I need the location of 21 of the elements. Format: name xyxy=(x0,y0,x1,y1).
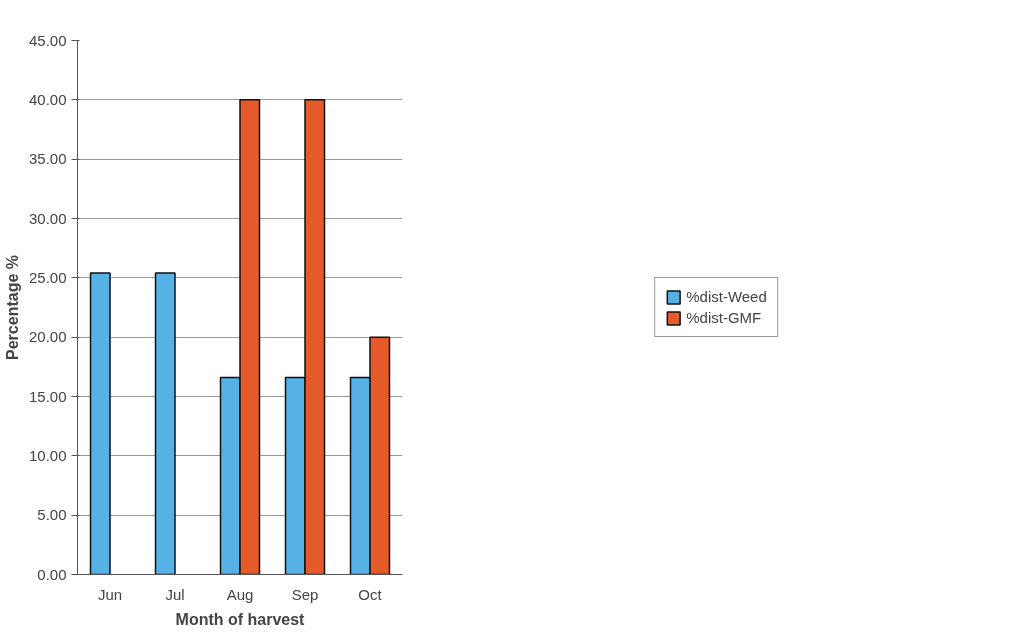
x-tick-label: Jun xyxy=(97,585,123,603)
legend-label: %dist-Weed xyxy=(686,288,767,305)
y-tick-label: 45.00 xyxy=(28,31,67,49)
y-tick-label: 5.00 xyxy=(37,506,67,524)
y-tick-label: 15.00 xyxy=(28,387,67,405)
bar xyxy=(89,272,111,575)
y-tick-label: 25.00 xyxy=(28,268,67,286)
x-tick-label: Oct xyxy=(358,585,383,603)
y-tick-label: 10.00 xyxy=(28,446,67,464)
y-tick-label: 20.00 xyxy=(28,328,67,346)
y-axis-title: Percentage % xyxy=(3,255,21,360)
y-tick-label: 30.00 xyxy=(28,209,67,227)
y-tick-label: 0.00 xyxy=(37,565,67,583)
y-tick-label: 40.00 xyxy=(28,90,67,108)
x-tick-label: Jul xyxy=(165,585,185,603)
legend-label: %dist-GMF xyxy=(686,309,762,326)
bar xyxy=(154,272,176,575)
x-tick-label: Sep xyxy=(291,585,319,603)
x-axis-title: Month of harvest xyxy=(175,610,306,628)
y-tick-label: 35.00 xyxy=(28,150,67,168)
x-tick-label: Aug xyxy=(226,585,254,603)
